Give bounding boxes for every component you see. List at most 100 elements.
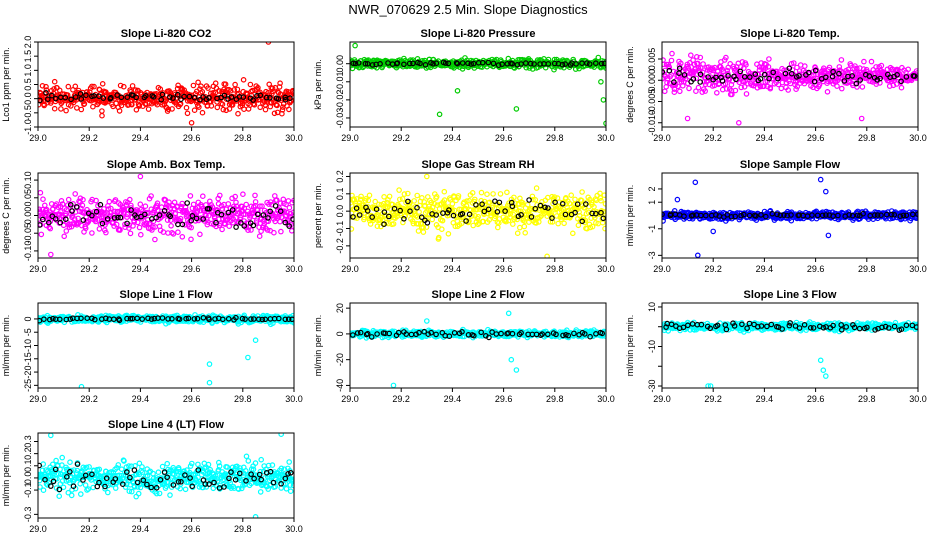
data-point [386, 193, 393, 200]
data-point [152, 236, 158, 243]
data-point [826, 64, 833, 71]
x-tick-label: 29.2 [704, 264, 722, 274]
data-point [214, 104, 221, 111]
y-tick-label: -20 [335, 353, 345, 366]
data-point [290, 312, 294, 319]
data-point [595, 54, 602, 61]
data-point [126, 101, 132, 108]
highlight-point [894, 72, 900, 78]
highlight-point [518, 329, 524, 336]
y-tick-label: -0.01 [335, 72, 345, 93]
data-point [584, 225, 590, 232]
outlier-point [423, 173, 430, 180]
data-point [40, 196, 46, 203]
plot-frame [349, 302, 607, 389]
highlight-point [788, 70, 795, 77]
data-point [723, 86, 730, 92]
data-point [208, 103, 215, 109]
highlight-point [849, 73, 856, 79]
panel-title: Slope Li-820 Pressure [421, 28, 536, 40]
highlight-point [866, 73, 873, 79]
highlight-point [403, 331, 410, 337]
data-point [191, 107, 198, 114]
data-point [183, 104, 190, 111]
highlight-point [897, 213, 904, 220]
data-point [259, 203, 265, 210]
highlight-point [250, 97, 256, 103]
data-point [767, 85, 774, 92]
data-point [451, 207, 458, 214]
highlight-point [115, 214, 121, 221]
x-tick-label: 29.4 [756, 133, 774, 143]
data-point [126, 225, 132, 231]
panel-title: Slope Sample Flow [740, 159, 841, 171]
data-point [579, 189, 585, 195]
highlight-point [353, 205, 360, 212]
panel-title: Slope Line 3 Flow [744, 289, 837, 301]
data-point [509, 221, 516, 227]
x-tick-label: 30.0 [285, 394, 303, 404]
highlight-point [290, 216, 294, 222]
highlight-point [169, 315, 175, 322]
data-point [245, 220, 252, 227]
highlight-point [206, 95, 212, 101]
highlight-point [545, 61, 552, 67]
highlight-point [874, 77, 881, 83]
data-point [766, 56, 772, 62]
x-tick-label: 29.0 [29, 264, 47, 274]
data-point [588, 199, 595, 206]
x-tick-label: 29.4 [756, 264, 774, 274]
highlight-point [705, 74, 711, 80]
data-point [428, 199, 435, 206]
data-point [449, 201, 456, 207]
highlight-point [277, 208, 284, 215]
x-tick-label: 29.8 [858, 264, 876, 274]
y-tick-label: -0.005 [647, 89, 657, 115]
data-point [41, 202, 48, 209]
data-point [267, 199, 274, 205]
highlight-point [581, 331, 588, 337]
highlight-point [188, 217, 195, 224]
data-point [354, 196, 360, 202]
highlight-point [185, 315, 192, 322]
highlight-point [143, 93, 149, 99]
data-point [470, 222, 477, 229]
panel-title: Slope Li-820 Temp. [740, 28, 839, 40]
data-point [255, 84, 261, 91]
data-point [230, 219, 236, 226]
y-tick-label: 1 [647, 200, 657, 205]
highlight-point [509, 60, 516, 67]
plot-frame [661, 172, 919, 259]
y-axis-label: ml/min per min. [1, 315, 11, 377]
y-tick-label: -0.5 [23, 105, 33, 121]
data-point [74, 105, 80, 111]
data-point [175, 82, 181, 89]
data-point [199, 109, 206, 116]
outlier-point [188, 120, 195, 126]
data-point [257, 104, 264, 111]
highlight-point [417, 60, 423, 67]
data-point [363, 207, 370, 213]
data-point [99, 81, 106, 87]
data-point [98, 218, 105, 224]
outlier-point [352, 42, 358, 49]
highlight-point [746, 212, 753, 219]
data-point [179, 234, 186, 240]
data-point [198, 83, 204, 90]
y-tick-label: -15 [23, 352, 33, 365]
highlight-point [445, 60, 452, 67]
highlight-point [428, 329, 435, 336]
highlight-point [377, 60, 383, 67]
highlight-point [197, 96, 203, 103]
x-tick-label: 29.4 [444, 264, 462, 274]
highlight-point [41, 316, 47, 323]
highlight-point [265, 215, 271, 221]
highlight-point [442, 60, 449, 66]
highlight-point [167, 94, 173, 100]
y-tick-label: -20 [23, 366, 33, 379]
highlight-point [877, 75, 883, 82]
highlight-point [498, 330, 504, 337]
data-point [415, 221, 422, 227]
highlight-point [909, 211, 916, 218]
data-point [838, 57, 845, 63]
